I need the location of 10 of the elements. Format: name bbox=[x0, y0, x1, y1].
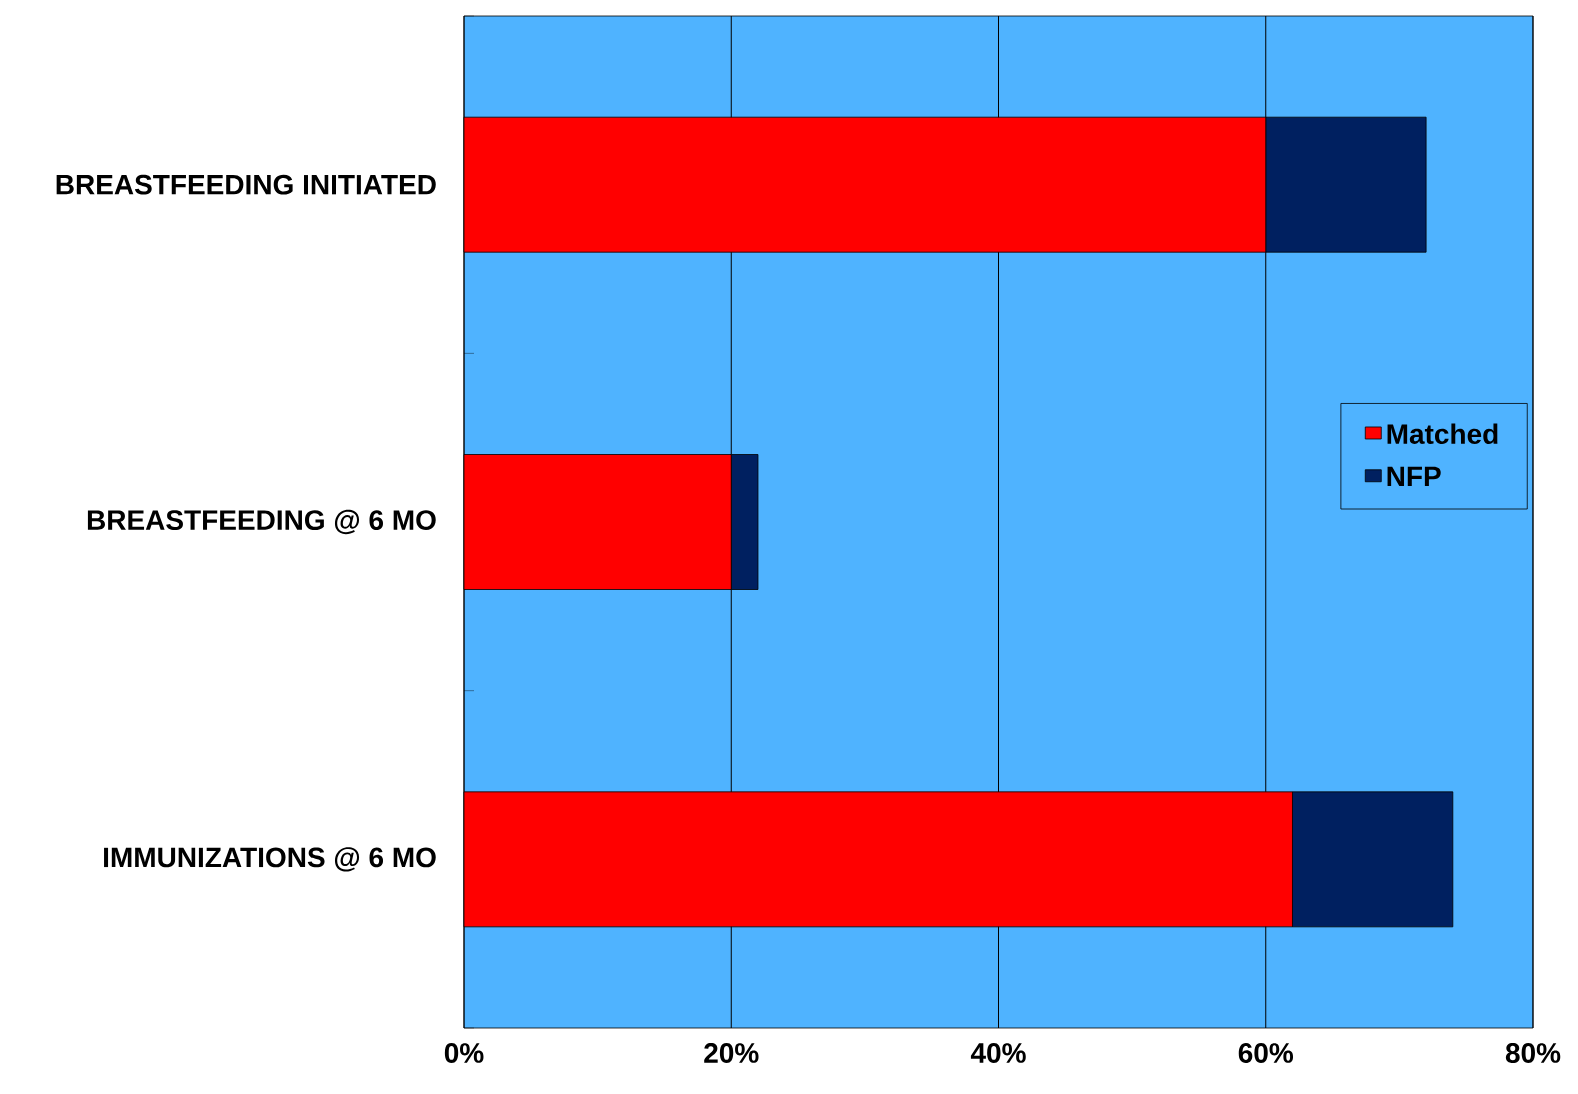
y-tick-label: BREASTFEEDING @ 6 MO bbox=[87, 509, 436, 535]
x-tick-label: 40% bbox=[970, 1043, 1026, 1063]
x-tick-label: 0% bbox=[444, 1043, 484, 1063]
y-tick-label: IMMUNIZATIONS @ 6 MO bbox=[104, 847, 436, 872]
x-tick-label: 60% bbox=[1238, 1043, 1294, 1063]
x-tick-label: 80% bbox=[1505, 1043, 1561, 1063]
y-tick-label: BREASTFEEDING INITIATED bbox=[56, 174, 436, 195]
legend-label: NFP bbox=[1387, 466, 1441, 487]
legend-label: Matched bbox=[1387, 423, 1498, 445]
x-tick-label: 20% bbox=[704, 1043, 759, 1063]
